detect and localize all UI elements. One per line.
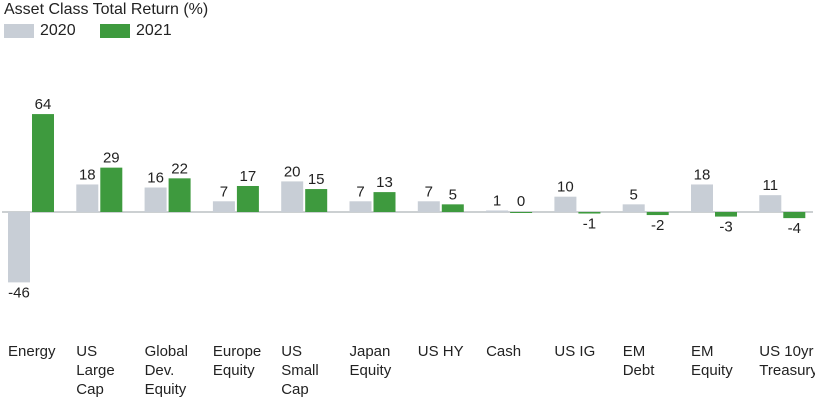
category-label-line: Energy xyxy=(8,343,56,360)
legend-label-2021: 2021 xyxy=(136,22,172,39)
bar-2021-8 xyxy=(578,212,601,214)
bar-2021-4 xyxy=(305,189,328,212)
bar-2021-0 xyxy=(32,114,54,212)
category-label-8: US IG xyxy=(554,342,624,361)
bar-2021-6 xyxy=(441,204,464,212)
legend-label-2020: 2020 xyxy=(40,22,76,39)
category-label-line: Cap xyxy=(281,381,309,398)
category-label-7: Cash xyxy=(486,342,556,361)
category-label-line: US 10yr xyxy=(759,343,814,360)
category-label-5: Japan Equity xyxy=(350,342,420,380)
data-label-2021-8: -1 xyxy=(583,216,596,233)
bar-2021-2 xyxy=(168,178,191,212)
data-label-2020-6: 7 xyxy=(425,183,433,200)
category-label-line: Debt xyxy=(622,362,655,379)
category-label-line: Cap xyxy=(76,381,104,398)
category-label-line: Large xyxy=(76,362,115,379)
category-label-10: EM Equity xyxy=(691,342,761,380)
data-label-2021-9: -2 xyxy=(651,217,664,234)
bar-2020-4 xyxy=(281,181,304,212)
category-label-line: Dev. xyxy=(144,362,175,379)
category-label-line: EM xyxy=(622,343,646,360)
bar-2020-5 xyxy=(349,201,372,212)
category-label-line: US IG xyxy=(554,343,596,360)
bar-2021-3 xyxy=(236,185,259,212)
data-label-2020-8: 10 xyxy=(557,179,574,196)
category-label-line: US HY xyxy=(417,343,464,360)
category-label-line: Equity xyxy=(144,381,187,398)
bar-2021-11 xyxy=(783,212,806,219)
category-label-line: Treasury xyxy=(759,362,815,379)
category-label-11: US 10yr Treasury xyxy=(759,342,815,380)
category-label-line: Equity xyxy=(349,362,392,379)
bar-2020-8 xyxy=(554,196,577,212)
category-label-line: Cash xyxy=(486,343,522,360)
category-label-line: Equity xyxy=(691,362,733,379)
data-label-2020-10: 18 xyxy=(694,166,711,183)
bar-2020-9 xyxy=(622,204,645,212)
data-label-2020-0: -46 xyxy=(8,284,30,301)
bar-2020-7 xyxy=(486,210,509,212)
bar-2021-9 xyxy=(646,212,669,216)
category-label-line: Small xyxy=(281,362,319,379)
legend-item-2020: 2020 xyxy=(4,22,76,40)
data-label-2021-2: 22 xyxy=(171,160,188,177)
bar-2020-11 xyxy=(759,195,782,212)
data-label-2020-11: 11 xyxy=(763,177,779,194)
category-label-6: US HY xyxy=(418,342,488,361)
data-label-2020-3: 7 xyxy=(220,183,228,200)
data-label-2021-11: -4 xyxy=(788,220,801,237)
category-label-line: Global xyxy=(144,343,188,360)
category-label-line: Japan xyxy=(349,343,391,360)
bar-2021-5 xyxy=(373,192,396,212)
category-label-line: US xyxy=(76,343,98,360)
bar-2020-2 xyxy=(144,187,167,212)
legend-item-2021: 2021 xyxy=(100,22,172,40)
category-label-1: US Large Cap xyxy=(76,342,146,399)
data-label-2021-3: 17 xyxy=(240,168,257,185)
category-label-line: US xyxy=(281,343,303,360)
bar-2020-0 xyxy=(8,212,30,283)
category-label-3: Europe Equity xyxy=(213,342,283,380)
category-label-4: US Small Cap xyxy=(281,342,351,399)
data-label-2020-7: 1 xyxy=(493,192,501,209)
data-label-2021-5: 13 xyxy=(376,174,393,191)
bar-2021-1 xyxy=(100,167,123,212)
bar-2020-6 xyxy=(417,201,440,212)
bar-2020-10 xyxy=(691,184,713,212)
bar-2020-1 xyxy=(76,184,99,212)
data-label-2020-5: 7 xyxy=(356,183,364,200)
bar-2021-10 xyxy=(715,212,737,217)
data-label-2021-0: 64 xyxy=(35,96,52,113)
legend-swatch-2021 xyxy=(100,24,130,38)
category-label-0: Energy xyxy=(8,342,78,361)
data-label-2021-4: 15 xyxy=(308,171,325,188)
data-label-2020-4: 20 xyxy=(284,163,301,180)
bar-2020-3 xyxy=(212,201,235,212)
data-label-2021-7: 0 xyxy=(517,193,525,210)
data-label-2020-2: 16 xyxy=(147,170,164,187)
data-label-2020-9: 5 xyxy=(630,186,638,203)
category-label-line: Equity xyxy=(212,362,255,379)
category-label-2: Global Dev. Equity xyxy=(145,342,215,399)
legend-swatch-2020 xyxy=(4,24,34,38)
category-label-9: EM Debt xyxy=(623,342,693,380)
data-label-2021-6: 5 xyxy=(449,186,457,203)
data-label-2020-1: 18 xyxy=(79,166,96,183)
data-label-2021-1: 29 xyxy=(103,150,120,167)
category-label-line: EM xyxy=(691,343,714,360)
bar-2021-7 xyxy=(510,212,533,213)
data-label-2021-10: -3 xyxy=(719,219,732,236)
category-label-line: Europe xyxy=(212,343,262,360)
chart-title: Asset Class Total Return (%) xyxy=(4,1,209,18)
